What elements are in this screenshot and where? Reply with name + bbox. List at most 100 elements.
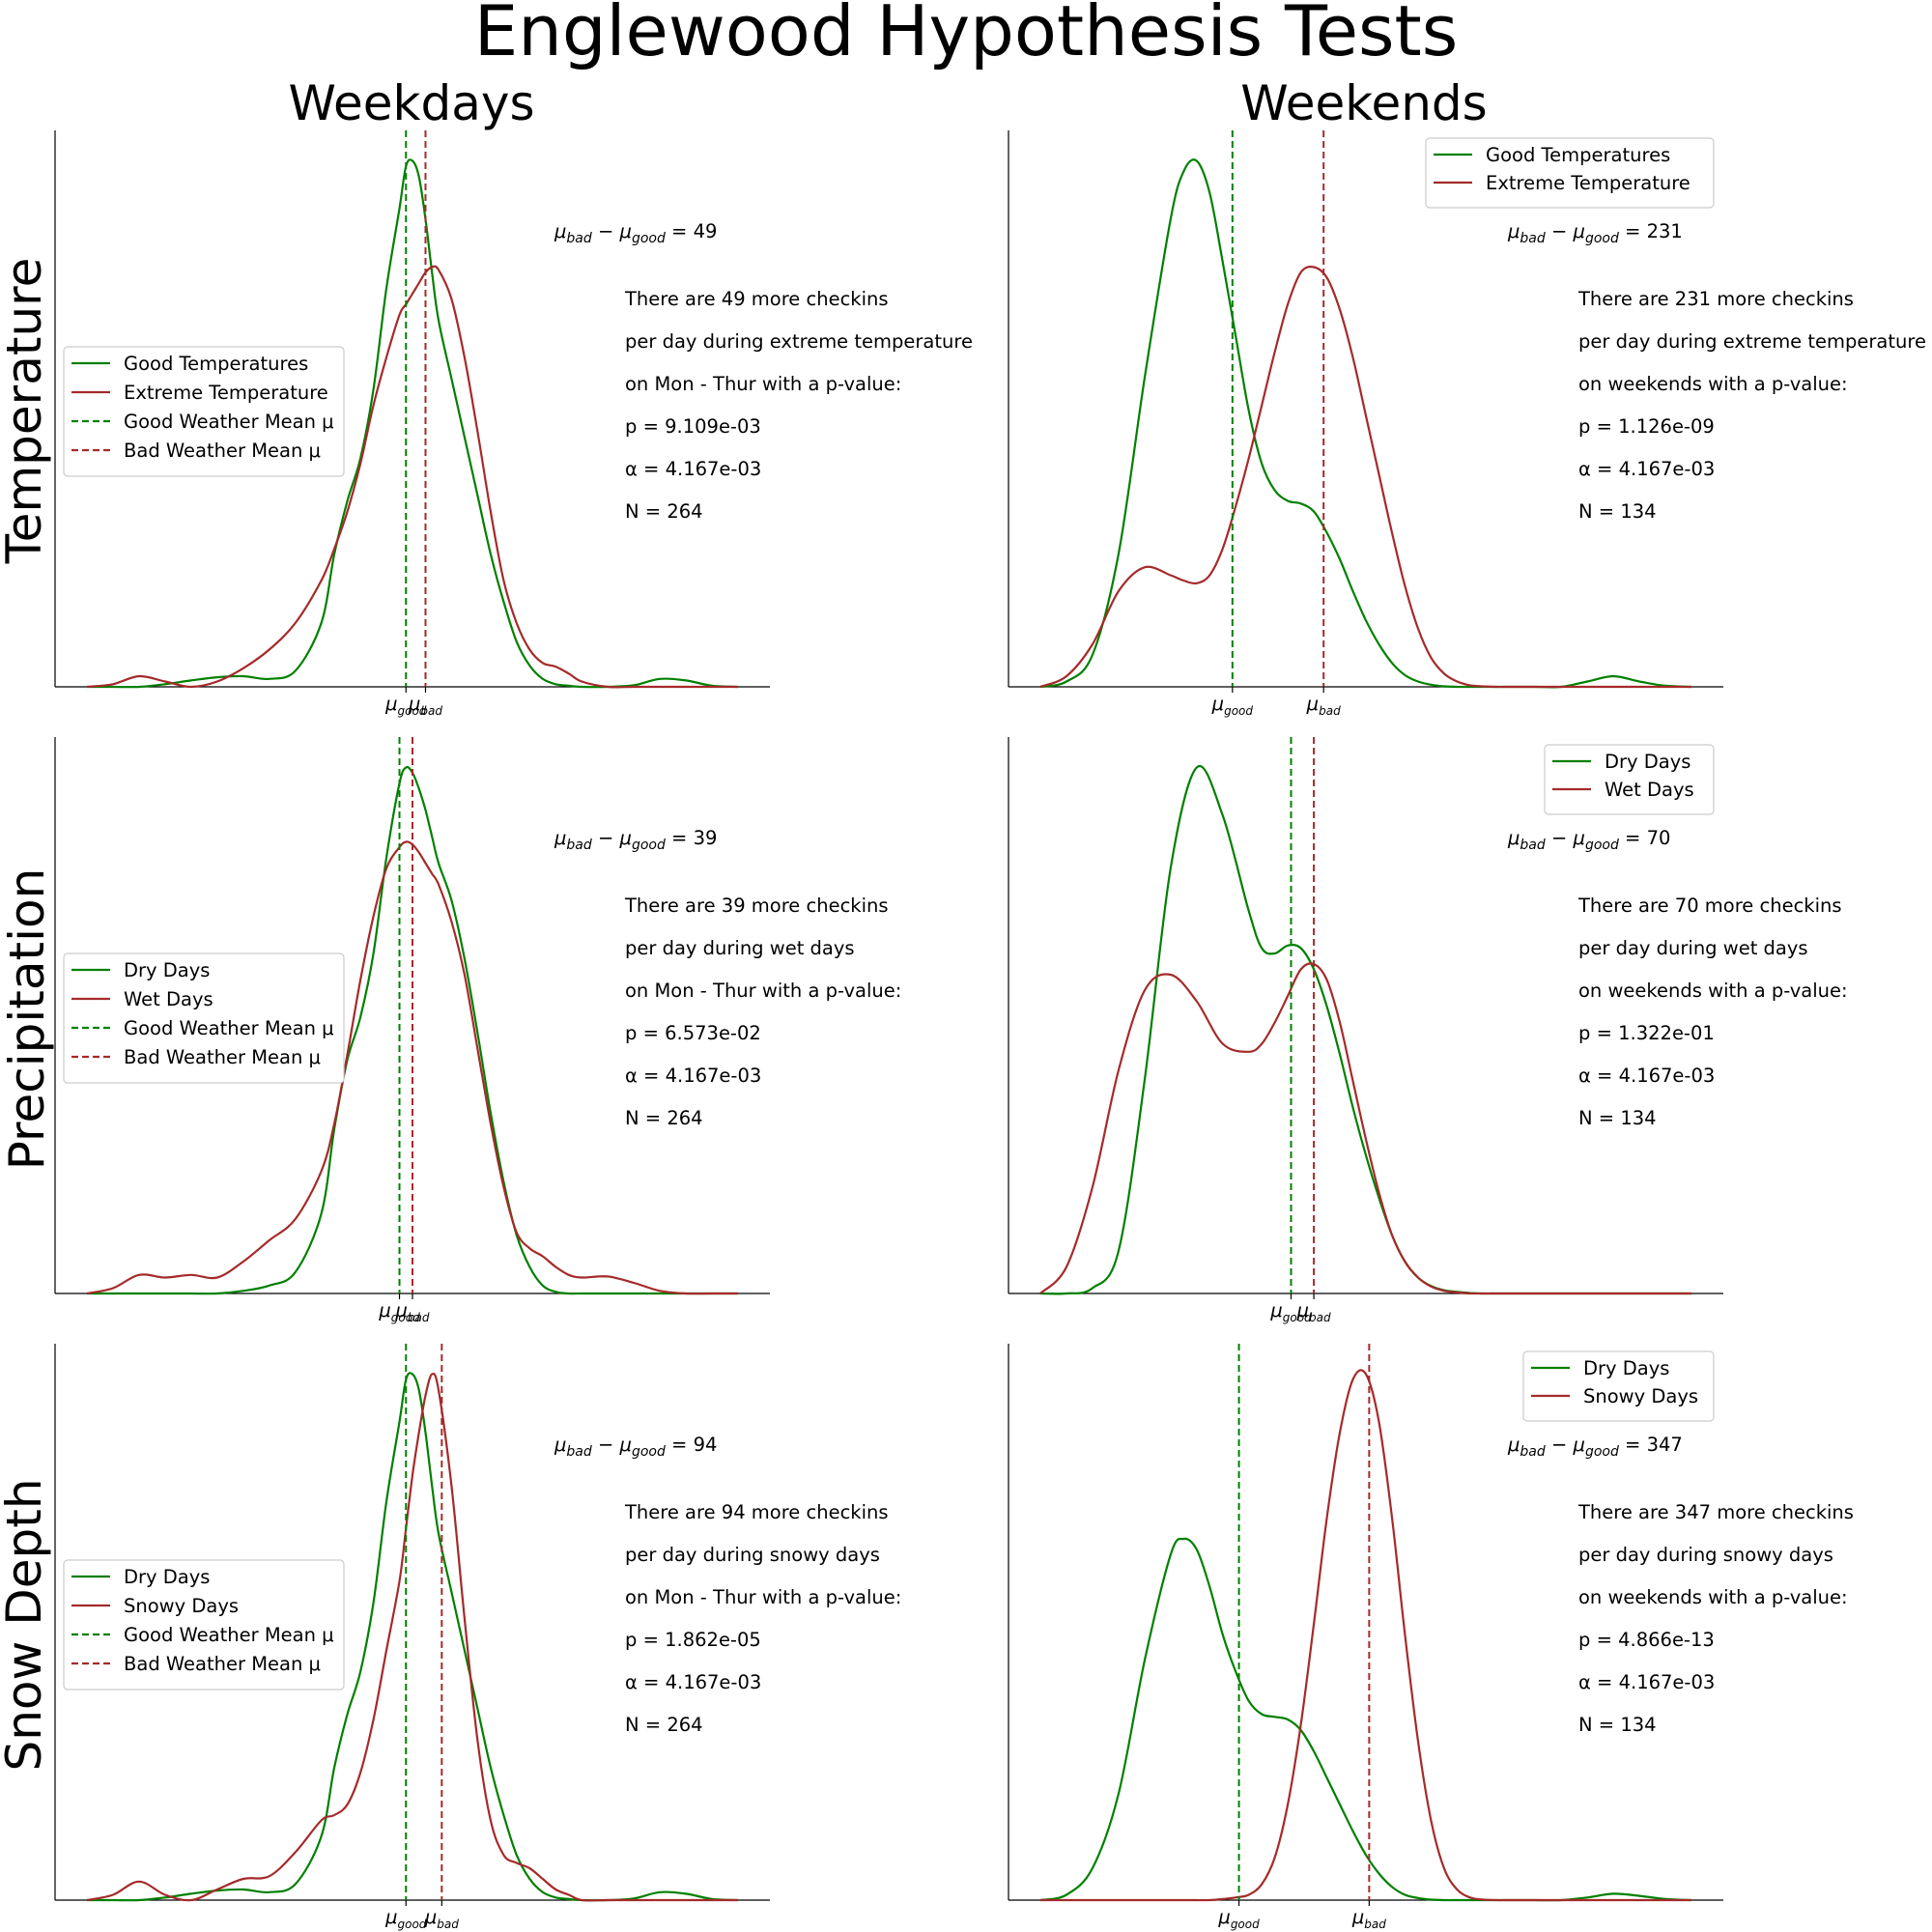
legend: Good Temperatures Extreme Temperature bbox=[1425, 137, 1715, 209]
mean-difference-label: μbad − μgood = 49 bbox=[554, 220, 717, 246]
legend-label-bad-weather-mean-: Bad Weather Mean μ bbox=[124, 440, 321, 462]
x-tick-label-mu-bad: μbad bbox=[424, 1906, 459, 1931]
density-curve-wet-days bbox=[1039, 962, 1691, 1295]
mean-difference-label: μbad − μgood = 70 bbox=[1507, 827, 1670, 853]
row-label-temperature: Temperature bbox=[0, 258, 52, 565]
legend: Dry Days Snowy Days Good Weather Mean μ Bad… bbox=[63, 1559, 345, 1690]
annotation-line: p = 1.322e-01 bbox=[1578, 1022, 1715, 1044]
annotation-line: There are 94 more checkins bbox=[624, 1501, 889, 1523]
annotation-line: α = 4.167e-03 bbox=[1578, 458, 1715, 480]
legend-label-dry-days: Dry Days bbox=[1583, 1357, 1669, 1379]
x-tick-label-mu-good: μgood bbox=[384, 1906, 427, 1931]
legend-label-dry-days: Dry Days bbox=[124, 1566, 210, 1588]
annotation-line: α = 4.167e-03 bbox=[625, 458, 761, 480]
annotation-line: p = 4.866e-13 bbox=[1578, 1629, 1715, 1651]
x-tick-label-mu-good: μgood bbox=[1211, 693, 1254, 718]
x-tick-label-mu-bad: μbad bbox=[394, 1299, 429, 1324]
annotation-line: α = 4.167e-03 bbox=[625, 1671, 761, 1693]
legend: Dry Days Wet Days Good Weather Mean μ Bad W… bbox=[63, 952, 345, 1084]
annotation-line: on weekends with a p-value: bbox=[1578, 980, 1848, 1002]
annotation-line: on Mon - Thur with a p-value: bbox=[625, 373, 901, 395]
subplot-temperature-weekends: μgood μbad μbad − μgood = 231 There are 231… bbox=[1008, 130, 1926, 718]
annotation-line: N = 134 bbox=[1578, 500, 1657, 523]
legend-frame bbox=[63, 346, 345, 477]
figure-title: Englewood Hypothesis Tests bbox=[474, 0, 1459, 71]
density-curve-dry-days bbox=[86, 765, 738, 1295]
x-tick-label-mu-good: μgood bbox=[378, 1299, 420, 1324]
subplot-snow-depth-weekends: μgood μbad μbad − μgood = 347 There are 347… bbox=[1008, 1344, 1854, 1931]
x-tick-label-mu-bad: μbad bbox=[1351, 1906, 1386, 1931]
annotation-line: per day during wet days bbox=[625, 937, 855, 959]
annotation-line: p = 9.109e-03 bbox=[625, 415, 761, 438]
density-curve-good-temperatures bbox=[87, 158, 739, 689]
annotation-line: α = 4.167e-03 bbox=[1578, 1065, 1715, 1087]
annotation-line: α = 4.167e-03 bbox=[625, 1065, 761, 1087]
annotation-line: N = 134 bbox=[1578, 1107, 1657, 1129]
annotation-line: per day during extreme temperature bbox=[1578, 330, 1926, 353]
legend-label-snowy-days: Snowy Days bbox=[1583, 1385, 1698, 1407]
legend-label-dry-days: Dry Days bbox=[124, 959, 210, 981]
annotation-line: N = 134 bbox=[1578, 1714, 1657, 1736]
legend-label-dry-days: Dry Days bbox=[1605, 751, 1690, 773]
annotation-line: N = 264 bbox=[625, 1107, 703, 1129]
annotation-line: on Mon - Thur with a p-value: bbox=[625, 1586, 901, 1608]
legend-label-good-weather-mean-: Good Weather Mean μ bbox=[124, 1017, 334, 1039]
annotation-line: α = 4.167e-03 bbox=[1578, 1671, 1715, 1693]
x-tick-label-mu-good: μgood bbox=[384, 693, 427, 718]
x-tick-label-mu-bad: μbad bbox=[1306, 693, 1341, 718]
legend-frame bbox=[1522, 1350, 1715, 1422]
column-title-weekends: Weekends bbox=[1240, 75, 1487, 131]
legend-frame bbox=[1425, 137, 1715, 209]
annotation-line: There are 49 more checkins bbox=[624, 288, 889, 310]
legend-label-good-weather-mean-: Good Weather Mean μ bbox=[124, 1624, 334, 1646]
legend-label-extreme-temperature: Extreme Temperature bbox=[124, 382, 328, 404]
density-curve-dry-days bbox=[87, 1372, 739, 1902]
annotation-line: on Mon - Thur with a p-value: bbox=[625, 980, 901, 1002]
row-label-snow-depth: Snow Depth bbox=[0, 1478, 52, 1771]
mean-difference-label: μbad − μgood = 231 bbox=[1507, 220, 1683, 246]
annotation-line: There are 231 more checkins bbox=[1577, 288, 1854, 310]
annotation-line: p = 1.862e-05 bbox=[625, 1629, 761, 1651]
annotation-line: on weekends with a p-value: bbox=[1578, 373, 1848, 395]
legend-frame bbox=[63, 952, 345, 1084]
annotation-line: p = 1.126e-09 bbox=[1578, 415, 1715, 438]
x-tick-label-mu-good: μgood bbox=[1269, 1299, 1312, 1324]
legend: Good Temperatures Extreme Temperature Good… bbox=[63, 346, 345, 477]
density-curve-snowy-days bbox=[1040, 1369, 1691, 1902]
x-tick-label-mu-bad: μbad bbox=[408, 693, 442, 718]
legend-label-good-temperatures: Good Temperatures bbox=[1486, 144, 1670, 166]
annotation-line: per day during wet days bbox=[1578, 937, 1808, 959]
x-tick-label-mu-bad: μbad bbox=[1296, 1299, 1331, 1324]
mean-difference-label: μbad − μgood = 94 bbox=[554, 1434, 717, 1460]
legend-label-good-weather-mean-: Good Weather Mean μ bbox=[124, 411, 334, 433]
annotation-line: N = 264 bbox=[625, 500, 703, 523]
x-tick-label-mu-good: μgood bbox=[1217, 1906, 1260, 1931]
annotation-line: There are 347 more checkins bbox=[1577, 1501, 1854, 1523]
annotation-line: per day during extreme temperature bbox=[625, 330, 973, 353]
density-curve-extreme-temperature bbox=[1039, 265, 1691, 689]
legend-label-good-temperatures: Good Temperatures bbox=[124, 353, 308, 375]
annotation-line: There are 39 more checkins bbox=[624, 895, 889, 917]
row-label-precipitation: Precipitation bbox=[0, 868, 55, 1171]
legend-label-snowy-days: Snowy Days bbox=[124, 1595, 239, 1617]
density-curve-snowy-days bbox=[86, 1372, 738, 1902]
legend-label-wet-days: Wet Days bbox=[1605, 779, 1694, 801]
legend-label-wet-days: Wet Days bbox=[124, 988, 213, 1010]
legend-label-extreme-temperature: Extreme Temperature bbox=[1486, 172, 1690, 194]
column-title-weekdays: Weekdays bbox=[288, 75, 534, 131]
legend: Dry Days Snowy Days bbox=[1522, 1350, 1715, 1422]
annotation-line: on weekends with a p-value: bbox=[1578, 1586, 1848, 1608]
legend-frame bbox=[63, 1559, 345, 1690]
density-curve-wet-days bbox=[86, 840, 738, 1295]
legend-label-bad-weather-mean-: Bad Weather Mean μ bbox=[124, 1046, 321, 1068]
mean-difference-label: μbad − μgood = 39 bbox=[554, 827, 717, 853]
legend: Dry Days Wet Days bbox=[1544, 744, 1715, 815]
annotation-line: per day during snowy days bbox=[625, 1544, 880, 1566]
annotation-line: There are 70 more checkins bbox=[1577, 895, 1842, 917]
